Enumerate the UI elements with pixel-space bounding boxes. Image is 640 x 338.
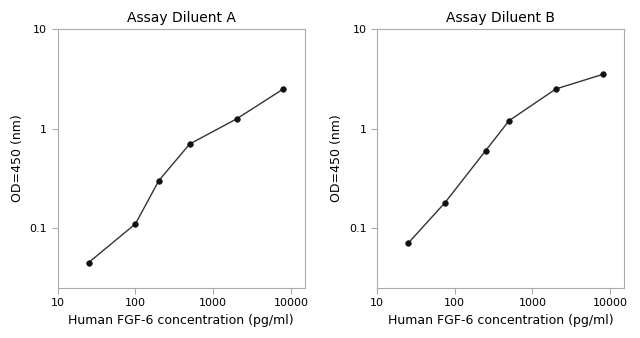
X-axis label: Human FGF-6 concentration (pg/ml): Human FGF-6 concentration (pg/ml) [388, 314, 613, 327]
Title: Assay Diluent B: Assay Diluent B [446, 11, 555, 25]
X-axis label: Human FGF-6 concentration (pg/ml): Human FGF-6 concentration (pg/ml) [68, 314, 294, 327]
Y-axis label: OD=450 (nm): OD=450 (nm) [330, 115, 344, 202]
Y-axis label: OD=450 (nm): OD=450 (nm) [11, 115, 24, 202]
Title: Assay Diluent A: Assay Diluent A [127, 11, 236, 25]
